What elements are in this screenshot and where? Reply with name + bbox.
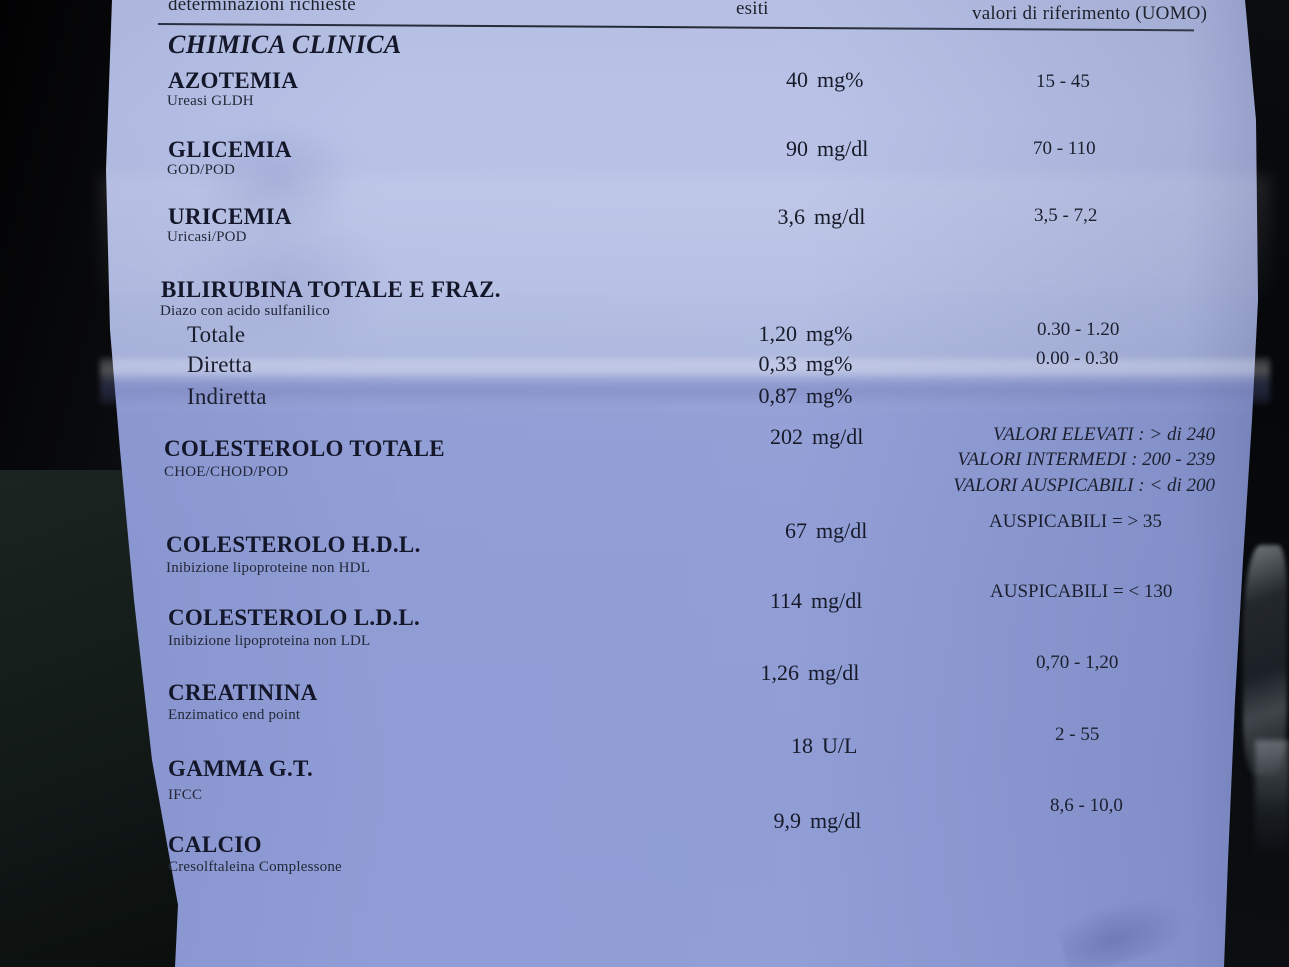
analyte-result-unit: mg/dl [817, 136, 869, 161]
metallic-object-reflection-lower [1255, 740, 1289, 860]
analyte-name: COLESTEROLO H.D.L. [166, 532, 421, 557]
analyte-reference: 0,70 - 1,20 [1036, 652, 1119, 673]
analyte-result: 202 mg/dl [747, 424, 863, 450]
analyte-name: GAMMA G.T. [168, 756, 314, 781]
analyte-method: Enzimatico end point [168, 707, 301, 723]
analyte-result: 0,87 mg% [741, 383, 853, 409]
analyte-result-value: 0,87 [758, 383, 798, 408]
analyte-result: 1,26 mg/dl [743, 660, 860, 686]
analyte-result-unit: mg% [817, 67, 864, 92]
analyte-result-value: 40 [786, 67, 808, 92]
analyte-name: COLESTEROLO L.D.L. [168, 605, 421, 630]
analyte-reference: 15 - 45 [1036, 71, 1090, 92]
analyte-result: 114 mg/dl [746, 588, 863, 614]
analyte-result: 90 mg/dl [752, 136, 868, 162]
reference-line: VALORI AUSPICABILI : < di 200 [953, 474, 1215, 496]
analyte-reference: 2 - 55 [1055, 724, 1100, 745]
analyte-reference: 8,6 - 10,0 [1050, 795, 1123, 816]
analyte-subrow-label: Diretta [187, 352, 253, 377]
analyte-method: Ureasi GLDH [167, 93, 254, 109]
analyte-method: Inibizione lipoproteine non HDL [166, 560, 371, 576]
analyte-result-value: 114 [769, 588, 802, 613]
analyte-method: Cresolftaleina Complessone [168, 859, 342, 875]
analyte-result-unit: mg/dl [808, 660, 860, 685]
analyte-result-value: 202 [770, 424, 803, 449]
analyte-name: COLESTEROLO TOTALE [164, 436, 445, 461]
analyte-method: IFCC [168, 787, 203, 803]
column-header-reference: valori di riferimento (UOMO) [972, 3, 1208, 24]
reference-line: VALORI INTERMEDI : 200 - 239 [957, 449, 1215, 471]
analyte-method: Uricasi/POD [167, 229, 247, 245]
analyte-reference: 3,5 - 7,2 [1034, 205, 1098, 226]
analyte-result: 40 mg% [752, 67, 863, 93]
analyte-method: Inibizione lipoproteina non LDL [168, 633, 371, 649]
analyte-reference: 70 - 110 [1033, 138, 1096, 159]
analyte-result-value: 0,33 [758, 351, 798, 376]
analyte-result: 0,33 mg% [741, 351, 853, 377]
analyte-result-unit: U/L [822, 733, 858, 758]
analyte-name: BILIRUBINA TOTALE E FRAZ. [161, 277, 501, 302]
analyte-result: 67 mg/dl [751, 518, 867, 544]
analyte-reference: AUSPICABILI = < 130 [990, 581, 1173, 602]
analyte-name: AZOTEMIA [168, 68, 299, 93]
analyte-result-unit: mg/dl [814, 204, 866, 229]
analyte-result-unit: mg/dl [811, 588, 863, 613]
analyte-result-unit: mg% [806, 321, 853, 346]
analyte-result-unit: mg/dl [816, 518, 868, 543]
analyte-method: Diazo con acido sulfanilico [160, 303, 330, 319]
analyte-name: GLICEMIA [168, 137, 292, 162]
analyte-result-value: 3,6 [777, 204, 806, 229]
analyte-result-value: 90 [786, 136, 808, 161]
column-header-tests: determinazioni richieste [168, 0, 356, 15]
analyte-reference: 0.00 - 0.30 [1036, 348, 1119, 369]
analyte-result: 18 U/L [757, 733, 857, 759]
analyte-result-value: 1,20 [758, 321, 798, 346]
analyte-method: CHOE/CHOD/POD [164, 464, 289, 480]
reference-line: VALORI ELEVATI : > di 240 [993, 424, 1215, 445]
analyte-result-unit: mg/dl [810, 808, 862, 833]
analyte-result: 1,20 mg% [741, 321, 853, 347]
analyte-subrow-label: Indiretta [187, 384, 267, 409]
analyte-name: URICEMIA [168, 204, 292, 229]
analyte-method: GOD/POD [167, 162, 236, 178]
analyte-result-value: 67 [785, 518, 807, 543]
analyte-result-unit: mg/dl [812, 424, 864, 449]
analyte-result-unit: mg% [806, 383, 853, 408]
analyte-result-value: 18 [791, 733, 813, 758]
analyte-subrow-label: Totale [187, 322, 246, 347]
analyte-name: CALCIO [168, 832, 262, 857]
analyte-name: CREATININA [168, 680, 318, 705]
analyte-result-value: 9,9 [773, 808, 802, 833]
metallic-object-reflection [1243, 545, 1287, 775]
analyte-reference: AUSPICABILI = > 35 [989, 511, 1162, 532]
analyte-result: 3,6 mg/dl [749, 204, 866, 230]
analyte-reference: 0.30 - 1.20 [1037, 319, 1120, 340]
analyte-result: 9,9 mg/dl [745, 808, 862, 834]
analyte-result-unit: mg% [806, 351, 853, 376]
section-title-chimica-clinica: CHIMICA CLINICA [168, 30, 402, 59]
analyte-result-value: 1,26 [760, 660, 800, 685]
column-header-results: esiti [736, 0, 769, 19]
analyte-reference-multiline: VALORI ELEVATI : > di 240 VALORI INTERME… [935, 422, 1215, 498]
